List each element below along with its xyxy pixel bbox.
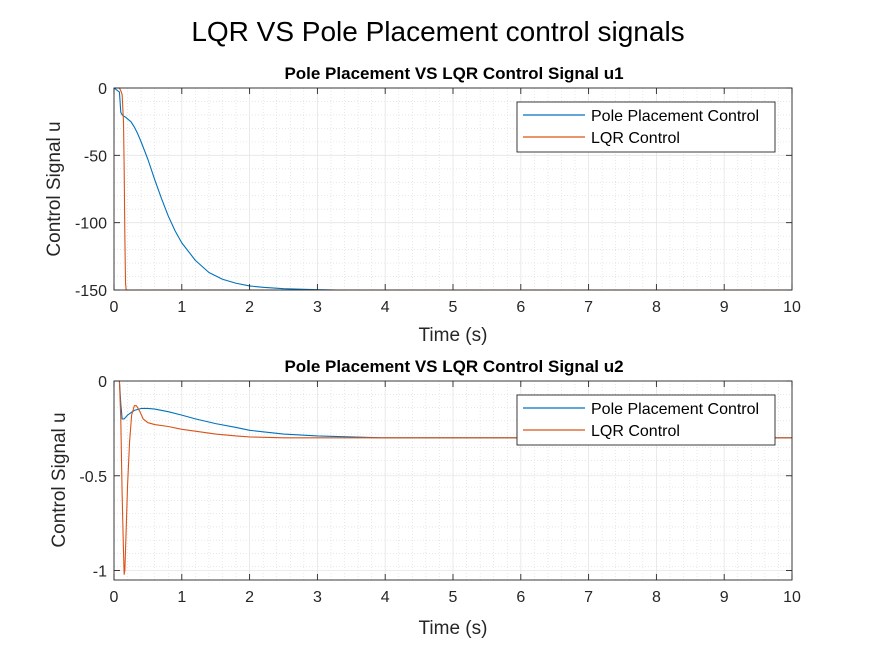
legend-label: LQR Control — [591, 423, 680, 440]
x-tick-label: 5 — [449, 299, 458, 316]
x-tick-label: 5 — [449, 589, 458, 606]
series-line-lqr-control — [114, 380, 792, 575]
legend: Pole Placement Control LQR Control — [516, 394, 776, 446]
subplot-u1: Pole Placement VS LQR Control Signal u1 … — [44, 64, 801, 346]
y-tick-label: -1 — [93, 564, 107, 581]
subplot-u1-ylabel: Control Signal u — [44, 121, 65, 256]
subplot-u2-title: Pole Placement VS LQR Control Signal u2 — [284, 357, 623, 376]
x-tick-label: 4 — [381, 299, 390, 316]
x-tick-label: 8 — [652, 589, 661, 606]
x-tick-label: 6 — [516, 299, 525, 316]
x-tick-label: 4 — [381, 589, 390, 606]
x-tick-label: 6 — [516, 589, 525, 606]
x-tick-label: 3 — [313, 589, 322, 606]
legend-box — [516, 101, 776, 153]
subplot-u2: Pole Placement VS LQR Control Signal u2 … — [49, 357, 801, 639]
legend-box — [516, 394, 776, 446]
ticks: 0 1 2 3 4 5 6 7 8 9 10 0 -50 -100 -150 — [75, 81, 801, 316]
x-tick-label: 1 — [177, 299, 186, 316]
x-tick-label: 3 — [313, 299, 322, 316]
subplot-u2-ylabel: Control Signal u — [49, 412, 70, 547]
series-group — [114, 380, 792, 575]
legend-label: Pole Placement Control — [591, 401, 759, 418]
x-tick-label: 7 — [584, 299, 593, 316]
x-tick-label: 9 — [720, 589, 729, 606]
x-tick-label: 0 — [110, 299, 119, 316]
x-tick-label: 2 — [245, 299, 254, 316]
subplot-u1-title: Pole Placement VS LQR Control Signal u1 — [284, 64, 623, 83]
x-tick-label: 10 — [783, 299, 801, 316]
x-tick-label: 8 — [652, 299, 661, 316]
y-tick-label: -150 — [75, 283, 107, 300]
legend-label: LQR Control — [591, 130, 680, 147]
subplot-u2-xlabel: Time (s) — [419, 618, 488, 639]
ticks: 0 1 2 3 4 5 6 7 8 9 10 0 -0.5 -1 — [79, 374, 801, 606]
legend-label: Pole Placement Control — [591, 108, 759, 125]
subplot-u1-xlabel: Time (s) — [419, 325, 488, 346]
x-tick-label: 7 — [584, 589, 593, 606]
x-tick-label: 10 — [783, 589, 801, 606]
figure-title: LQR VS Pole Placement control signals — [191, 16, 684, 47]
x-tick-label: 2 — [245, 589, 254, 606]
y-tick-label: -100 — [75, 216, 107, 233]
x-tick-label: 1 — [177, 589, 186, 606]
y-tick-label: -0.5 — [79, 469, 107, 486]
legend: Pole Placement Control LQR Control — [516, 101, 776, 153]
y-tick-label: 0 — [98, 81, 107, 98]
x-tick-label: 0 — [110, 589, 119, 606]
y-tick-label: -50 — [84, 148, 107, 165]
x-tick-label: 9 — [720, 299, 729, 316]
y-tick-label: 0 — [98, 374, 107, 391]
